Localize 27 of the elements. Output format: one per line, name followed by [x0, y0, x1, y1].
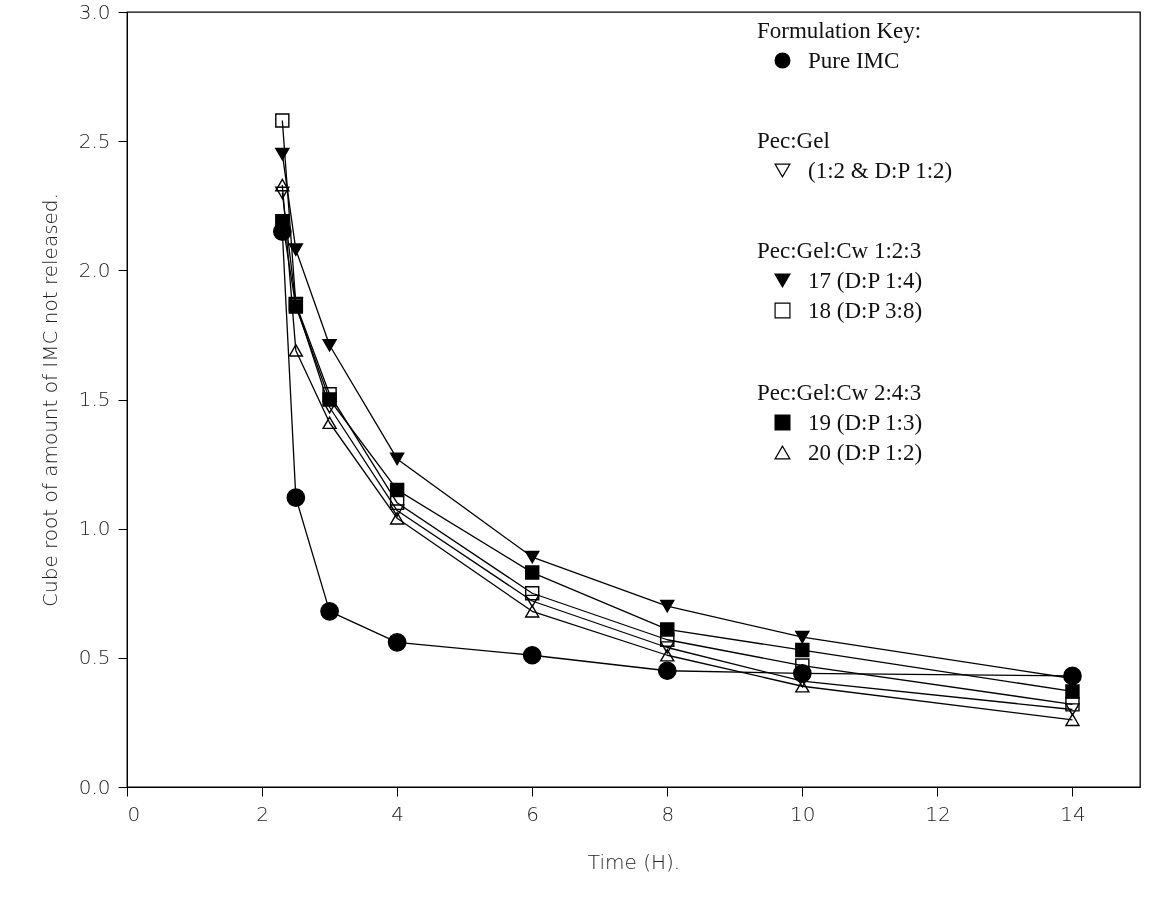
legend-label: 19 (D:P 1:3) — [808, 409, 923, 435]
x-tick-label: 0 — [127, 801, 141, 826]
x-tick-label: 8 — [661, 801, 675, 826]
y-tick-label: 2.5 — [78, 128, 111, 153]
x-tick-label: 14 — [1060, 801, 1086, 826]
annotation: Pec:Gel:Cw 2:4:3 — [757, 380, 922, 405]
annotation: Pec:Gel:Cw 1:2:3 — [757, 238, 922, 263]
x-tick-label: 10 — [790, 801, 816, 826]
legend-label: 20 (D:P 1:2) — [808, 439, 923, 465]
legend-title: Formulation Key: — [757, 18, 922, 43]
x-tick-label: 6 — [526, 801, 540, 826]
legend-label: 17 (D:P 1:4) — [808, 267, 923, 293]
legend-label: (1:2 & D:P 1:2) — [808, 157, 953, 183]
y-axis-title: Cube root of amount of IMC not released. — [37, 193, 62, 607]
y-tick-label: 0.5 — [78, 645, 111, 670]
y-tick-label: 1.5 — [78, 387, 111, 411]
x-tick-label: 4 — [391, 801, 404, 826]
y-tick-label: 1.0 — [78, 516, 111, 541]
legend-label: 18 (D:P 3:8) — [808, 297, 923, 323]
x-tick-label: 2 — [256, 801, 269, 826]
annotation: Pec:Gel — [757, 128, 830, 153]
y-tick-label: 2.0 — [78, 257, 111, 282]
y-tick-label: 0.0 — [78, 774, 111, 799]
legend-label: Pure IMC — [808, 47, 900, 73]
x-tick-label: 12 — [925, 801, 951, 826]
x-axis-title: Time (H). — [587, 849, 681, 874]
y-tick-label: 3.0 — [78, 0, 111, 24]
